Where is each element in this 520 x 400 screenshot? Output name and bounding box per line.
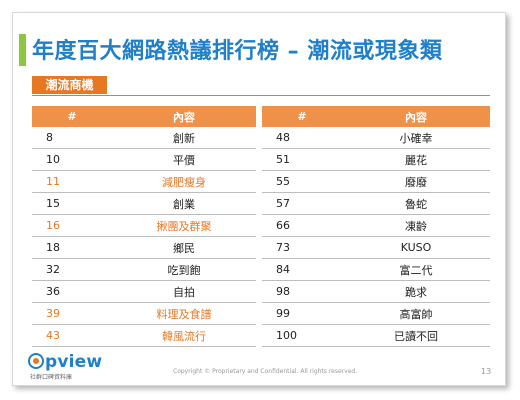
rank-cell: 16 — [32, 214, 112, 237]
column-header-content: 內容 — [342, 106, 490, 127]
table-row: 32 吃到飽 — [32, 258, 256, 281]
table-row: 99 高富帥 — [262, 302, 490, 325]
slide-title: 年度百大網路熱議排行榜 – 潮流或現象類 — [32, 39, 443, 64]
rank-cell: 11 — [32, 170, 112, 193]
table-row: 11 減肥瘦身 — [32, 170, 256, 193]
rank-cell: 15 — [32, 192, 112, 215]
content-cell: 魯蛇 — [342, 192, 490, 215]
rank-cell: 73 — [262, 236, 342, 259]
table-row: 36 自拍 — [32, 280, 256, 303]
rank-cell: 51 — [262, 148, 342, 171]
table-row: 57 魯蛇 — [262, 192, 490, 215]
logo-text: pview — [45, 352, 103, 372]
column-header-rank: # — [32, 106, 112, 127]
rank-cell: 84 — [262, 258, 342, 281]
table-row: 16 揪團及群聚 — [32, 214, 256, 237]
content-cell: 料理及食譜 — [112, 302, 256, 325]
rank-cell: 48 — [262, 127, 342, 149]
logo-o-icon — [28, 353, 44, 369]
content-cell: 麗花 — [342, 148, 490, 171]
content-cell: 廢廢 — [342, 170, 490, 193]
table-row: 48 小確幸 — [262, 127, 490, 149]
logo-subtitle: 社群口碑資料庫 — [30, 374, 73, 381]
table-row: 100 已讀不回 — [262, 324, 490, 347]
rank-cell: 98 — [262, 280, 342, 303]
content-cell: 吃到飽 — [112, 258, 256, 281]
table-row: 18 鄉民 — [32, 236, 256, 259]
table-row: 66 凍齡 — [262, 214, 490, 237]
table-row: 8 創新 — [32, 127, 256, 149]
rank-cell: 99 — [262, 302, 342, 325]
table-row: 55 廢廢 — [262, 170, 490, 193]
content-cell: 富二代 — [342, 258, 490, 281]
table-row: 84 富二代 — [262, 258, 490, 281]
content-cell: 跪求 — [342, 280, 490, 303]
table-row: 43 韓風流行 — [32, 324, 256, 347]
ranking-table-right: # 內容 48 小確幸 51 麗花 55 廢廢 57 魯蛇 66 凍齡 73 KUSO 84 富二代 98 跪… — [262, 106, 490, 347]
table-row: 51 麗花 — [262, 148, 490, 171]
rank-cell: 57 — [262, 192, 342, 215]
rank-cell: 32 — [32, 258, 112, 281]
column-header-rank: # — [262, 106, 342, 127]
rank-cell: 36 — [32, 280, 112, 303]
page-number: 13 — [481, 367, 492, 376]
content-cell: 創新 — [112, 127, 256, 149]
content-cell: 減肥瘦身 — [112, 170, 256, 193]
section-tag: 潮流商機 — [32, 76, 107, 94]
table-row: 10 平價 — [32, 148, 256, 171]
content-cell: 平價 — [112, 148, 256, 171]
content-cell: 韓風流行 — [112, 324, 256, 347]
rank-cell: 8 — [32, 127, 112, 149]
content-cell: 凍齡 — [342, 214, 490, 237]
content-cell: 小確幸 — [342, 127, 490, 149]
content-cell: 已讀不回 — [342, 324, 490, 347]
table-row: 73 KUSO — [262, 236, 490, 259]
table-row: 15 創業 — [32, 192, 256, 215]
table-row: 39 料理及食譜 — [32, 302, 256, 325]
rank-cell: 100 — [262, 324, 342, 347]
content-cell: 鄉民 — [112, 236, 256, 259]
rank-cell: 66 — [262, 214, 342, 237]
content-cell: 高富帥 — [342, 302, 490, 325]
ranking-table-left: # 內容 8 創新 10 平價 11 減肥瘦身 15 創業 16 揪團及群聚 18 鄉民 32 吃到飽 36… — [32, 106, 256, 347]
content-cell: KUSO — [342, 236, 490, 259]
table-row: 98 跪求 — [262, 280, 490, 303]
copyright-notice: Copyright © Proprietary and Confidential… — [173, 368, 358, 375]
title-accent-bar — [19, 34, 26, 66]
rank-cell: 55 — [262, 170, 342, 193]
column-header-content: 內容 — [112, 106, 256, 127]
rank-cell: 39 — [32, 302, 112, 325]
rank-cell: 43 — [32, 324, 112, 347]
content-cell: 揪團及群聚 — [112, 214, 256, 237]
table-header-row: # 內容 — [262, 106, 490, 127]
rank-cell: 18 — [32, 236, 112, 259]
table-header-row: # 內容 — [32, 106, 256, 127]
section-divider — [32, 95, 490, 96]
content-cell: 創業 — [112, 192, 256, 215]
opview-logo: pview 社群口碑資料庫 — [28, 353, 102, 381]
rank-cell: 10 — [32, 148, 112, 171]
content-cell: 自拍 — [112, 280, 256, 303]
